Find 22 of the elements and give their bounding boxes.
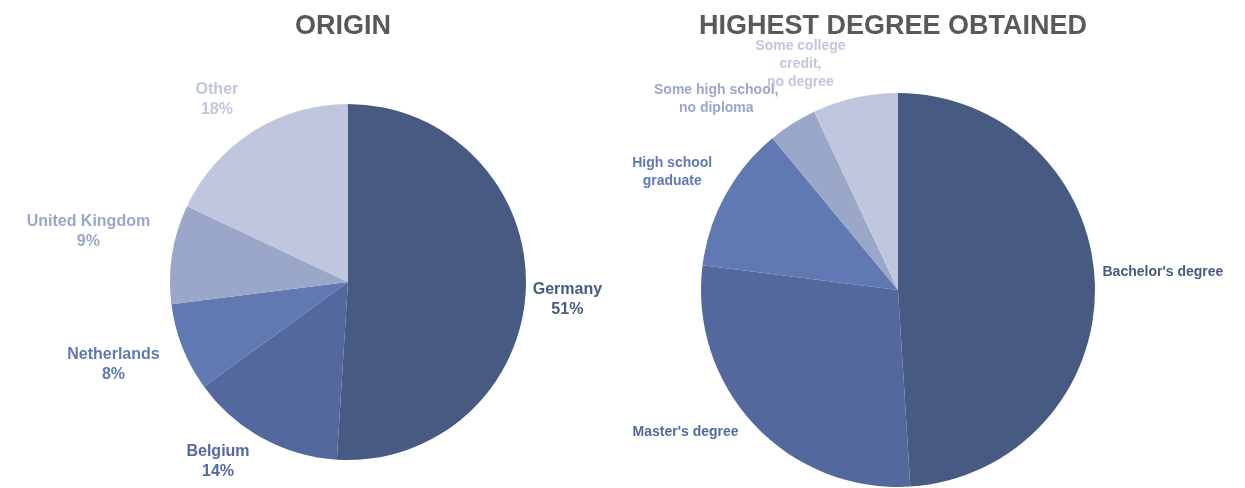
pie-slice: [171, 282, 348, 387]
pie-slice: [814, 93, 898, 290]
slice-label: Netherlands: [67, 344, 160, 362]
data-label: 51%: [551, 300, 584, 318]
slice-label: High school graduate: [632, 154, 713, 189]
slice-label: Master's degree: [632, 422, 739, 439]
slice-label: Bachelor's degree: [1102, 262, 1224, 279]
pie-slice: [898, 93, 1095, 487]
pie-slice: [772, 111, 898, 290]
pie-slice: [186, 104, 348, 282]
data-label: 9%: [76, 231, 100, 249]
slice-label: Belgium: [186, 442, 250, 460]
pie-slice: [336, 104, 526, 460]
pie-slice: [170, 206, 348, 305]
slice-label: Germany: [532, 280, 603, 298]
chart-title: ORIGIN: [294, 10, 392, 41]
slice-label: United Kingdom: [26, 211, 151, 229]
slice-label: Other: [195, 79, 239, 97]
chart-title: HIGHEST DEGREE OBTAINED: [697, 10, 1088, 40]
data-label: 8%: [101, 364, 126, 382]
data-label: 14%: [202, 462, 235, 480]
data-label: 18%: [200, 99, 233, 117]
